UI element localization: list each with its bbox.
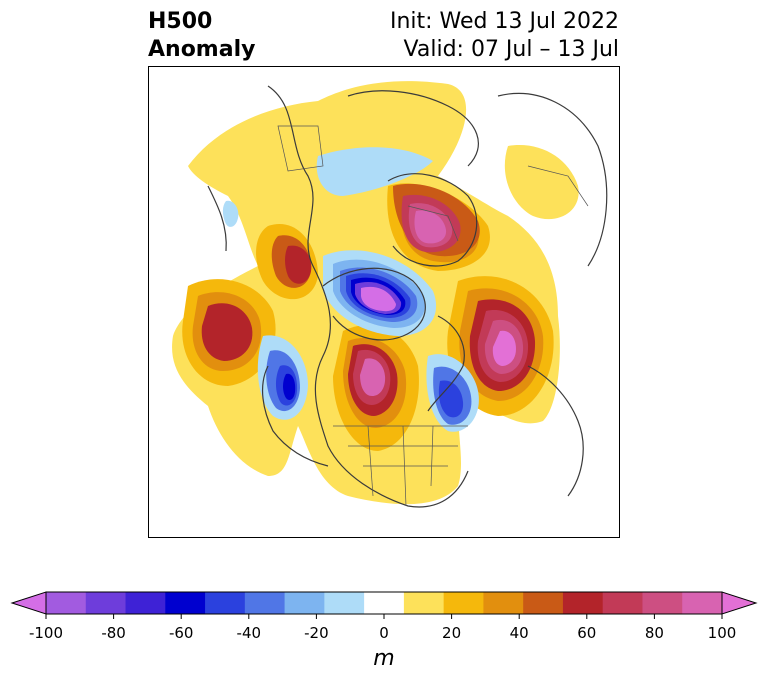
colorbar-extend-max bbox=[721, 591, 758, 615]
colorbar-segment bbox=[642, 592, 683, 614]
colorbar-tick-label: 20 bbox=[442, 624, 462, 642]
colorbar-segment bbox=[403, 592, 445, 614]
colorbar-segment bbox=[165, 592, 206, 614]
map-title-left: H500 Anomaly bbox=[148, 8, 255, 64]
colorbar-segment bbox=[523, 592, 564, 614]
colorbar-tick-label: 80 bbox=[644, 624, 664, 642]
colorbar-tick-label: -20 bbox=[304, 624, 329, 642]
variable-subtitle: Anomaly bbox=[148, 37, 256, 62]
political-borders bbox=[277, 125, 589, 507]
colorbar-segment bbox=[483, 592, 524, 614]
colorbar-tick-label: 60 bbox=[577, 624, 597, 642]
colorbar-extend-min bbox=[10, 591, 47, 615]
variable-title: H500 bbox=[148, 9, 213, 34]
colorbar-tick-label: 0 bbox=[379, 624, 389, 642]
colorbar-tick-label: -100 bbox=[28, 624, 64, 642]
colorbar-tick-label: -80 bbox=[101, 624, 126, 642]
colorbar-segment bbox=[205, 592, 246, 614]
colorbar-segment bbox=[244, 592, 286, 614]
colorbar-tick-label: -40 bbox=[236, 624, 262, 642]
map-title-right: Init: Wed 13 Jul 2022 Valid: 07 Jul – 13… bbox=[390, 8, 619, 64]
colorbar bbox=[10, 591, 758, 619]
colorbar-segment bbox=[602, 592, 643, 614]
colorbar-tick-label: 100 bbox=[707, 624, 737, 642]
init-time: Init: Wed 13 Jul 2022 bbox=[389, 9, 619, 34]
valid-period: Valid: 07 Jul – 13 Jul bbox=[403, 37, 619, 62]
colorbar-unit-label: m bbox=[373, 646, 395, 671]
colorbar-segment bbox=[562, 592, 604, 614]
anomaly-map bbox=[148, 66, 620, 538]
map-frame bbox=[148, 66, 620, 538]
colorbar-segment bbox=[443, 592, 484, 614]
colorbar-segment bbox=[284, 592, 325, 614]
colorbar-segment bbox=[324, 592, 365, 614]
colorbar-segment bbox=[125, 592, 166, 614]
coastlines bbox=[207, 85, 608, 508]
colorbar-tick-label: -60 bbox=[168, 624, 194, 642]
colorbar-ticks: -100 -80 -60 -40 -20 0 20 40 60 80 100 bbox=[0, 624, 768, 644]
colorbar-tick-label: 40 bbox=[509, 624, 529, 642]
colorbar-segment bbox=[46, 592, 87, 614]
colorbar-segment bbox=[682, 592, 723, 614]
colorbar-segment bbox=[364, 592, 405, 614]
colorbar-segment bbox=[85, 592, 127, 614]
